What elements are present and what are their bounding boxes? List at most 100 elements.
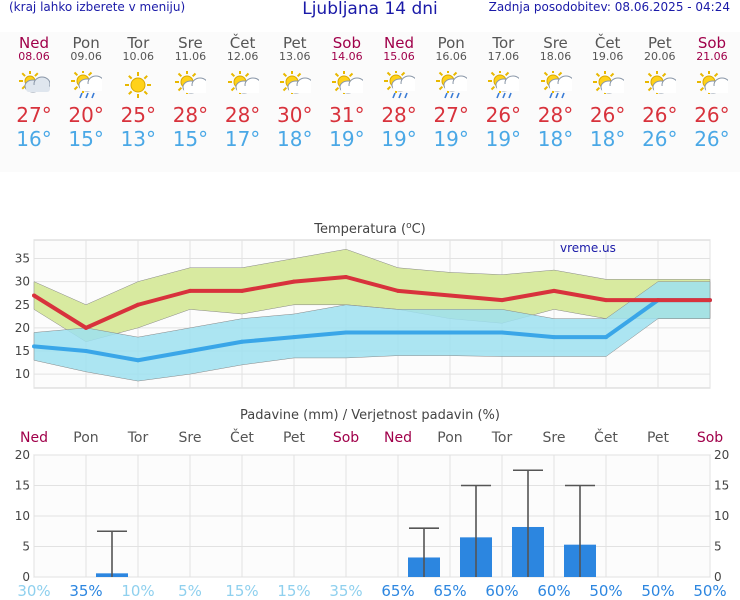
sun-ray: [192, 72, 197, 78]
temp-min: 26°: [642, 127, 678, 151]
data-point: [292, 335, 296, 340]
data-point: [552, 335, 556, 340]
day-column[interactable]: Sre 18.06 28° 18°: [530, 35, 582, 151]
sun-ray: [595, 86, 600, 92]
day-column[interactable]: Čet 19.06 26° 18°: [582, 35, 634, 151]
y-tick-label: 15: [15, 344, 30, 358]
y-tick-label: 30: [15, 275, 30, 289]
probability-label: 15%: [225, 582, 258, 600]
probability-label: 50%: [589, 582, 622, 600]
day-column[interactable]: Tor 10.06 25° 13°: [112, 35, 164, 151]
day-date: 15.06: [383, 50, 415, 63]
sun-ray: [595, 72, 600, 78]
data-point: [448, 330, 452, 335]
probability-label: 5%: [178, 582, 202, 600]
sun-cloud-rain-icon: [71, 71, 103, 99]
sun-cloud-icon: [331, 71, 363, 94]
cloud-base: [80, 84, 103, 91]
cloud-shape: [78, 75, 103, 92]
day-name: Ned: [19, 34, 49, 52]
probability-label: 30%: [17, 582, 50, 600]
x-category-label: Pet: [647, 430, 670, 446]
data-point: [32, 344, 36, 349]
data-point: [396, 288, 400, 293]
day-column[interactable]: Sob 14.06 31° 19°: [321, 35, 373, 151]
sun-icon: [125, 72, 152, 98]
temp-min: 17°: [224, 127, 261, 151]
day-column[interactable]: Sob 21.06 26° 26°: [686, 35, 738, 151]
day-column[interactable]: Čet 12.06 28° 17°: [217, 35, 269, 151]
temp-min: 13°: [120, 127, 157, 151]
sun-cloud-icon: [592, 71, 624, 94]
sun-cloud-icon: [175, 71, 207, 94]
data-point: [84, 325, 88, 330]
chart-title-unit: C): [412, 222, 426, 237]
day-column[interactable]: Ned 08.06 27° 16°: [8, 35, 60, 151]
x-category-label: Ned: [20, 430, 48, 446]
day-column[interactable]: Pon 09.06 20° 15°: [60, 35, 112, 151]
cloudy-sun-icon: [19, 71, 50, 93]
last-update: Zadnja posodobitev: 08.06.2025 - 04:24: [488, 0, 730, 14]
sun-ray: [143, 90, 149, 95]
day-column[interactable]: Sre 11.06 28° 15°: [164, 35, 216, 151]
y-tick-label-left: 0: [22, 570, 30, 584]
temp-min: 15°: [172, 127, 209, 151]
sun-ray: [143, 75, 149, 80]
temp-min: 19°: [485, 127, 522, 151]
menu-note[interactable]: (kraj lahko izberete v meniju): [9, 0, 186, 14]
sun-ray: [491, 85, 496, 91]
day-column[interactable]: Tor 17.06 26° 19°: [477, 35, 529, 151]
data-point: [708, 298, 712, 303]
probability-label: 50%: [693, 582, 726, 600]
data-point: [500, 298, 504, 303]
sun-ray: [557, 71, 562, 77]
cloud-shape: [391, 75, 416, 92]
day-column[interactable]: Pet 13.06 30° 18°: [269, 35, 321, 151]
rain-drop: [456, 92, 460, 99]
temp-max: 31°: [329, 103, 365, 127]
y-tick-label-left: 20: [15, 448, 30, 462]
temp-max: 25°: [120, 103, 157, 127]
cloud-base: [288, 86, 311, 93]
probability-label: 60%: [485, 582, 518, 600]
temp-max: 27°: [433, 103, 469, 127]
day-column[interactable]: Ned 15.06 28° 19°: [373, 35, 425, 151]
temp-min: 19°: [433, 127, 469, 151]
sun-ray: [230, 86, 235, 92]
day-date: 18.06: [539, 50, 572, 63]
data-point: [188, 349, 192, 353]
chart-title: Padavine (mm) / Verjetnost padavin (%): [240, 408, 500, 423]
sun-ray: [438, 85, 444, 91]
watermark: vreme.us: [560, 241, 616, 255]
data-point: [604, 335, 608, 340]
max-temp-line: [32, 275, 710, 330]
x-category-label: Čet: [594, 428, 618, 446]
cloud-base: [497, 84, 520, 91]
y-tick-label-right: 10: [714, 509, 729, 523]
temp-max: 26°: [589, 103, 626, 127]
rain-drop: [91, 92, 95, 99]
sun-ray: [244, 72, 249, 78]
x-category-label: Pon: [437, 430, 462, 446]
sun-ray: [386, 71, 392, 77]
y-tick-label: 10: [15, 367, 30, 381]
probability-label: 15%: [277, 582, 310, 600]
data-point: [240, 339, 244, 344]
probability-label: 65%: [381, 582, 414, 600]
x-category-label: Tor: [127, 430, 149, 446]
sun-ray: [73, 85, 79, 91]
x-category-label: Čet: [230, 428, 254, 446]
day-column[interactable]: Pon 16.06 27° 19°: [425, 35, 477, 151]
probability-label: 50%: [641, 582, 674, 600]
cloud-base: [340, 86, 363, 93]
day-date: 13.06: [279, 50, 311, 63]
data-point: [344, 330, 348, 335]
y-tick-label-right: 20: [714, 448, 729, 462]
day-column[interactable]: Pet 20.06 26° 26°: [634, 35, 686, 151]
temp-min: 18°: [589, 127, 626, 151]
sun-ray: [609, 72, 614, 78]
cloud-base: [236, 86, 259, 93]
rain-drop: [404, 92, 408, 99]
sun-ray: [73, 71, 79, 77]
day-name: Pet: [282, 34, 307, 52]
